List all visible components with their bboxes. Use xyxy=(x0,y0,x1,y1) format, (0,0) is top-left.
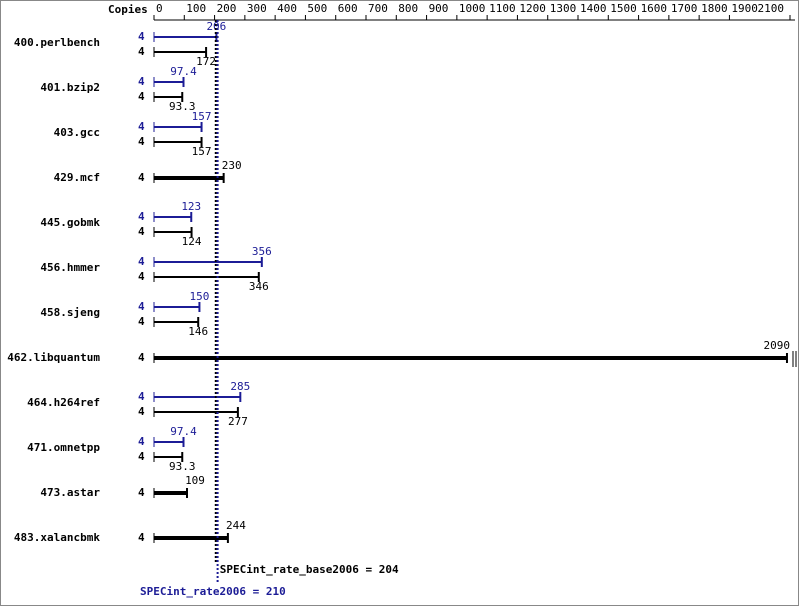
bar xyxy=(154,306,200,308)
x-tick-label: 0 xyxy=(156,2,163,15)
category-label: 445.gobmk xyxy=(40,216,100,229)
x-tick-label: 1000 xyxy=(459,2,486,15)
bar xyxy=(154,216,192,218)
bar xyxy=(154,491,188,495)
x-tick-label: 2100 xyxy=(758,2,785,15)
bar xyxy=(154,141,202,143)
bar xyxy=(154,176,224,180)
x-tick-label: 1700 xyxy=(671,2,698,15)
copies-label: 4 xyxy=(138,135,145,148)
value-label: 2090 xyxy=(764,339,791,352)
category-label: 458.sjeng xyxy=(40,306,100,319)
value-label: 123 xyxy=(181,200,201,213)
value-label: 146 xyxy=(188,325,208,338)
bar xyxy=(154,231,192,233)
copies-label: 4 xyxy=(138,405,145,418)
value-label: 346 xyxy=(249,280,269,293)
value-label: 93.3 xyxy=(169,100,196,113)
value-label: 157 xyxy=(192,145,212,158)
bar xyxy=(154,96,183,98)
x-tick-label: 1600 xyxy=(641,2,668,15)
copies-header: Copies xyxy=(108,3,148,16)
copies-label: 4 xyxy=(138,225,145,238)
value-label: 150 xyxy=(189,290,209,303)
x-tick-label: 800 xyxy=(398,2,418,15)
copies-label: 4 xyxy=(138,75,145,88)
x-tick-label: 700 xyxy=(368,2,388,15)
copies-label: 4 xyxy=(138,531,145,544)
copies-label: 4 xyxy=(138,435,145,448)
copies-label: 4 xyxy=(138,171,145,184)
bar xyxy=(154,441,184,443)
copies-label: 4 xyxy=(138,450,145,463)
value-label: 157 xyxy=(192,110,212,123)
copies-label: 4 xyxy=(138,486,145,499)
bar xyxy=(154,396,241,398)
value-label: 285 xyxy=(230,380,250,393)
category-label: 473.astar xyxy=(40,486,100,499)
copies-label: 4 xyxy=(138,390,145,403)
x-tick-label: 600 xyxy=(338,2,358,15)
x-tick-label: 1400 xyxy=(580,2,607,15)
copies-label: 4 xyxy=(138,351,145,364)
value-label: 244 xyxy=(226,519,246,532)
value-label: 230 xyxy=(222,159,242,172)
category-label: 403.gcc xyxy=(54,126,100,139)
copies-label: 4 xyxy=(138,30,145,43)
bar xyxy=(154,81,184,83)
bar xyxy=(154,411,238,413)
bar xyxy=(154,536,228,540)
reference-label: SPECint_rate_base2006 = 204 xyxy=(220,563,399,576)
bar xyxy=(154,276,259,278)
copies-label: 4 xyxy=(138,315,145,328)
x-tick-label: 500 xyxy=(307,2,327,15)
x-tick-label: 1200 xyxy=(519,2,546,15)
x-tick-label: 400 xyxy=(277,2,297,15)
value-label: 124 xyxy=(182,235,202,248)
copies-label: 4 xyxy=(138,255,145,268)
value-label: 97.4 xyxy=(170,65,197,78)
category-label: 400.perlbench xyxy=(14,36,100,49)
copies-label: 4 xyxy=(138,300,145,313)
category-label: 401.bzip2 xyxy=(40,81,100,94)
bar xyxy=(154,456,183,458)
copies-label: 4 xyxy=(138,90,145,103)
category-label: 464.h264ref xyxy=(27,396,100,409)
copies-label: 4 xyxy=(138,210,145,223)
x-tick-label: 1100 xyxy=(489,2,515,15)
category-label: 483.xalancbmk xyxy=(14,531,100,544)
x-tick-label: 900 xyxy=(429,2,449,15)
bar xyxy=(154,261,262,263)
value-label: 109 xyxy=(185,474,205,487)
bar xyxy=(154,321,199,323)
x-tick-label: 300 xyxy=(247,2,267,15)
bar xyxy=(154,126,202,128)
value-label: 93.3 xyxy=(169,460,196,473)
bar xyxy=(154,356,787,360)
bar xyxy=(154,51,207,53)
x-tick-label: 100 xyxy=(186,2,206,15)
category-label: 471.omnetpp xyxy=(27,441,100,454)
x-tick-label: 1500 xyxy=(610,2,637,15)
reference-label: SPECint_rate2006 = 210 xyxy=(140,585,286,598)
category-label: 429.mcf xyxy=(54,171,100,184)
x-tick-label: 1900 xyxy=(731,2,758,15)
value-label: 356 xyxy=(252,245,272,258)
copies-label: 4 xyxy=(138,45,145,58)
value-label: 277 xyxy=(228,415,248,428)
value-label: 172 xyxy=(196,55,216,68)
copies-label: 4 xyxy=(138,270,145,283)
value-label: 97.4 xyxy=(170,425,197,438)
bar xyxy=(154,36,217,38)
value-label: 206 xyxy=(206,20,226,33)
category-label: 462.libquantum xyxy=(7,351,100,364)
category-label: 456.hmmer xyxy=(40,261,100,274)
x-tick-label: 1300 xyxy=(550,2,577,15)
copies-label: 4 xyxy=(138,120,145,133)
x-tick-label: 200 xyxy=(217,2,237,15)
x-tick-label: 1800 xyxy=(701,2,728,15)
